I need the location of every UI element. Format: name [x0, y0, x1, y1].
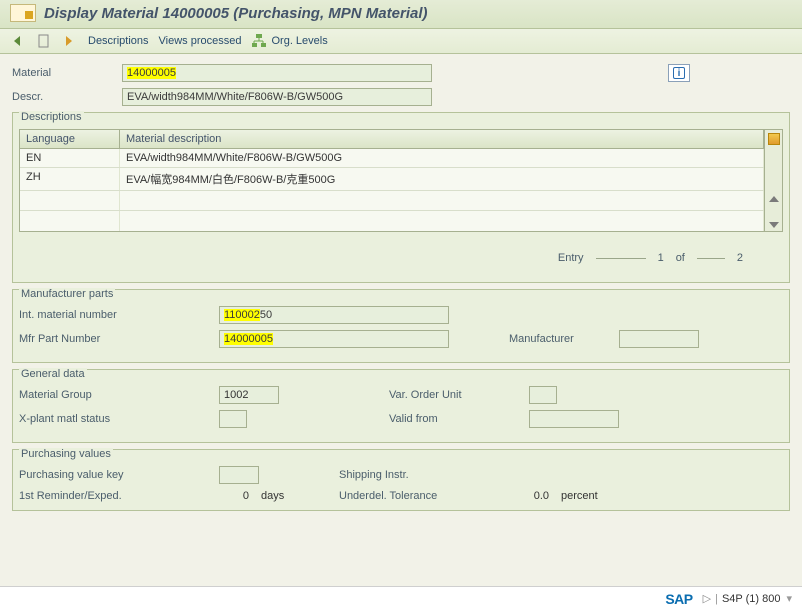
toolbar-views-processed[interactable]: Views processed [159, 35, 242, 47]
title-bar: Display Material 14000005 (Purchasing, M… [0, 0, 802, 29]
cell-lang: ZH [20, 168, 120, 190]
entry-line [697, 258, 725, 259]
valid-from-label: Valid from [389, 413, 529, 425]
back-icon[interactable] [10, 33, 26, 49]
column-config-icon[interactable] [768, 133, 780, 145]
toolbar-descriptions[interactable]: Descriptions [88, 35, 149, 47]
underdel-label: Underdel. Tolerance [339, 490, 499, 502]
valid-from-field[interactable] [529, 410, 619, 428]
manufacturer-parts-title: Manufacturer parts [19, 288, 115, 300]
org-levels-item[interactable]: Org. Levels [251, 33, 327, 49]
col-language[interactable]: Language [20, 130, 120, 148]
entry-nav: Entry 1 of 2 [19, 232, 783, 274]
entry-line [596, 258, 646, 259]
entry-label: Entry [558, 252, 584, 264]
reminder-unit: days [249, 490, 299, 502]
general-data-group: General data Material Group 1002 Var. Or… [12, 369, 790, 443]
table-row[interactable]: ZH EVA/幅宽984MM/白色/F806W-B/克重500G [20, 168, 764, 191]
purch-key-label: Purchasing value key [19, 469, 219, 481]
toolbar: Descriptions Views processed Org. Levels [0, 29, 802, 54]
mfr-part-label: Mfr Part Number [19, 333, 219, 345]
reminder-value: 0 [219, 490, 249, 502]
int-material-rest: 50 [260, 309, 272, 321]
material-label: Material [12, 67, 122, 79]
entry-current: 1 [658, 252, 664, 264]
int-material-label: Int. material number [19, 309, 219, 321]
int-material-hl: 110002 [224, 309, 260, 321]
org-levels-icon [251, 33, 267, 49]
info-button[interactable]: i [668, 64, 690, 82]
manufacturer-label: Manufacturer [509, 333, 619, 345]
var-order-unit-label: Var. Order Unit [389, 389, 529, 401]
manufacturer-parts-group: Manufacturer parts Int. material number … [12, 289, 790, 363]
info-icon: i [673, 67, 685, 79]
window-title: Display Material 14000005 (Purchasing, M… [44, 5, 428, 22]
purch-key-field[interactable] [219, 466, 259, 484]
table-row[interactable]: EN EVA/width984MM/White/F806W-B/GW500G [20, 149, 764, 168]
xplant-field[interactable] [219, 410, 247, 428]
xplant-label: X-plant matl status [19, 413, 219, 425]
purchasing-values-group: Purchasing values Purchasing value key S… [12, 449, 790, 511]
manufacturer-field[interactable] [619, 330, 699, 348]
entry-total: 2 [737, 252, 743, 264]
scroll-up-icon[interactable] [769, 196, 779, 202]
sap-logo: SAP [665, 591, 692, 607]
purchasing-values-title: Purchasing values [19, 448, 113, 460]
descriptions-group: Descriptions Language Material descripti… [12, 112, 790, 283]
underdel-value: 0.0 [499, 490, 549, 502]
general-data-title: General data [19, 368, 87, 380]
cell-desc: EVA/width984MM/White/F806W-B/GW500G [120, 149, 764, 167]
var-order-unit-field[interactable] [529, 386, 557, 404]
of-label: of [676, 252, 685, 264]
chevron-right-icon[interactable]: ▷ [703, 592, 711, 605]
reminder-label: 1st Reminder/Exped. [19, 490, 219, 502]
int-material-field[interactable]: 11000250 [219, 306, 449, 324]
status-bar: SAP ▷ | S4P (1) 800 ▾ [0, 586, 802, 610]
table-row[interactable] [20, 211, 764, 231]
mfr-part-value: 14000005 [224, 333, 273, 345]
material-group-field[interactable]: 1002 [219, 386, 279, 404]
toolbar-org-levels: Org. Levels [271, 35, 327, 47]
descr-value: EVA/width984MM/White/F806W-B/GW500G [127, 91, 343, 103]
cell-desc: EVA/幅宽984MM/白色/F806W-B/克重500G [120, 168, 764, 190]
table-row[interactable] [20, 191, 764, 211]
grid-side [765, 129, 783, 232]
window-icon[interactable] [10, 4, 36, 22]
descr-label: Descr. [12, 91, 122, 103]
shipping-instr-label: Shipping Instr. [339, 469, 499, 481]
cell-lang: EN [20, 149, 120, 167]
scroll-down-icon[interactable] [769, 222, 779, 228]
descriptions-title: Descriptions [19, 111, 84, 123]
col-matdesc[interactable]: Material description [120, 130, 764, 148]
material-group-label: Material Group [19, 389, 219, 401]
material-group-value: 1002 [224, 389, 248, 401]
grid-header: Language Material description [20, 130, 764, 149]
underdel-unit: percent [549, 490, 609, 502]
new-doc-icon[interactable] [36, 33, 52, 49]
forward-icon[interactable] [62, 33, 78, 49]
material-field[interactable]: 14000005 [122, 64, 432, 82]
status-system: S4P (1) 800 [722, 593, 781, 605]
descr-field[interactable]: EVA/width984MM/White/F806W-B/GW500G [122, 88, 432, 106]
material-value: 14000005 [127, 67, 176, 79]
mfr-part-field[interactable]: 14000005 [219, 330, 449, 348]
